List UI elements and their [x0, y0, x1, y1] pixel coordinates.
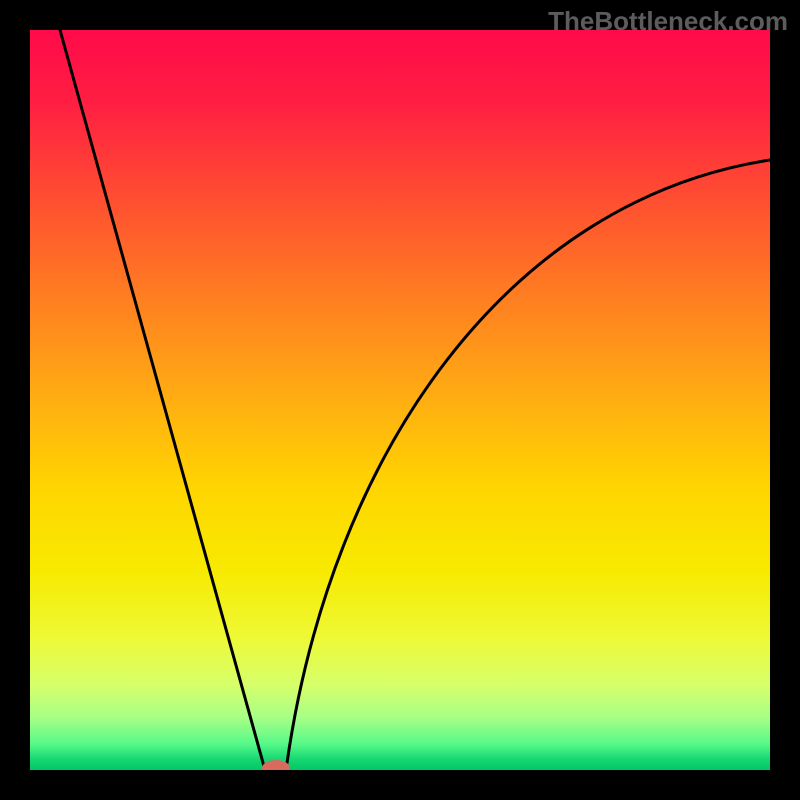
chart-container: TheBottleneck.com: [0, 0, 800, 800]
gradient-background: [30, 30, 770, 770]
plot-area: [30, 30, 770, 770]
